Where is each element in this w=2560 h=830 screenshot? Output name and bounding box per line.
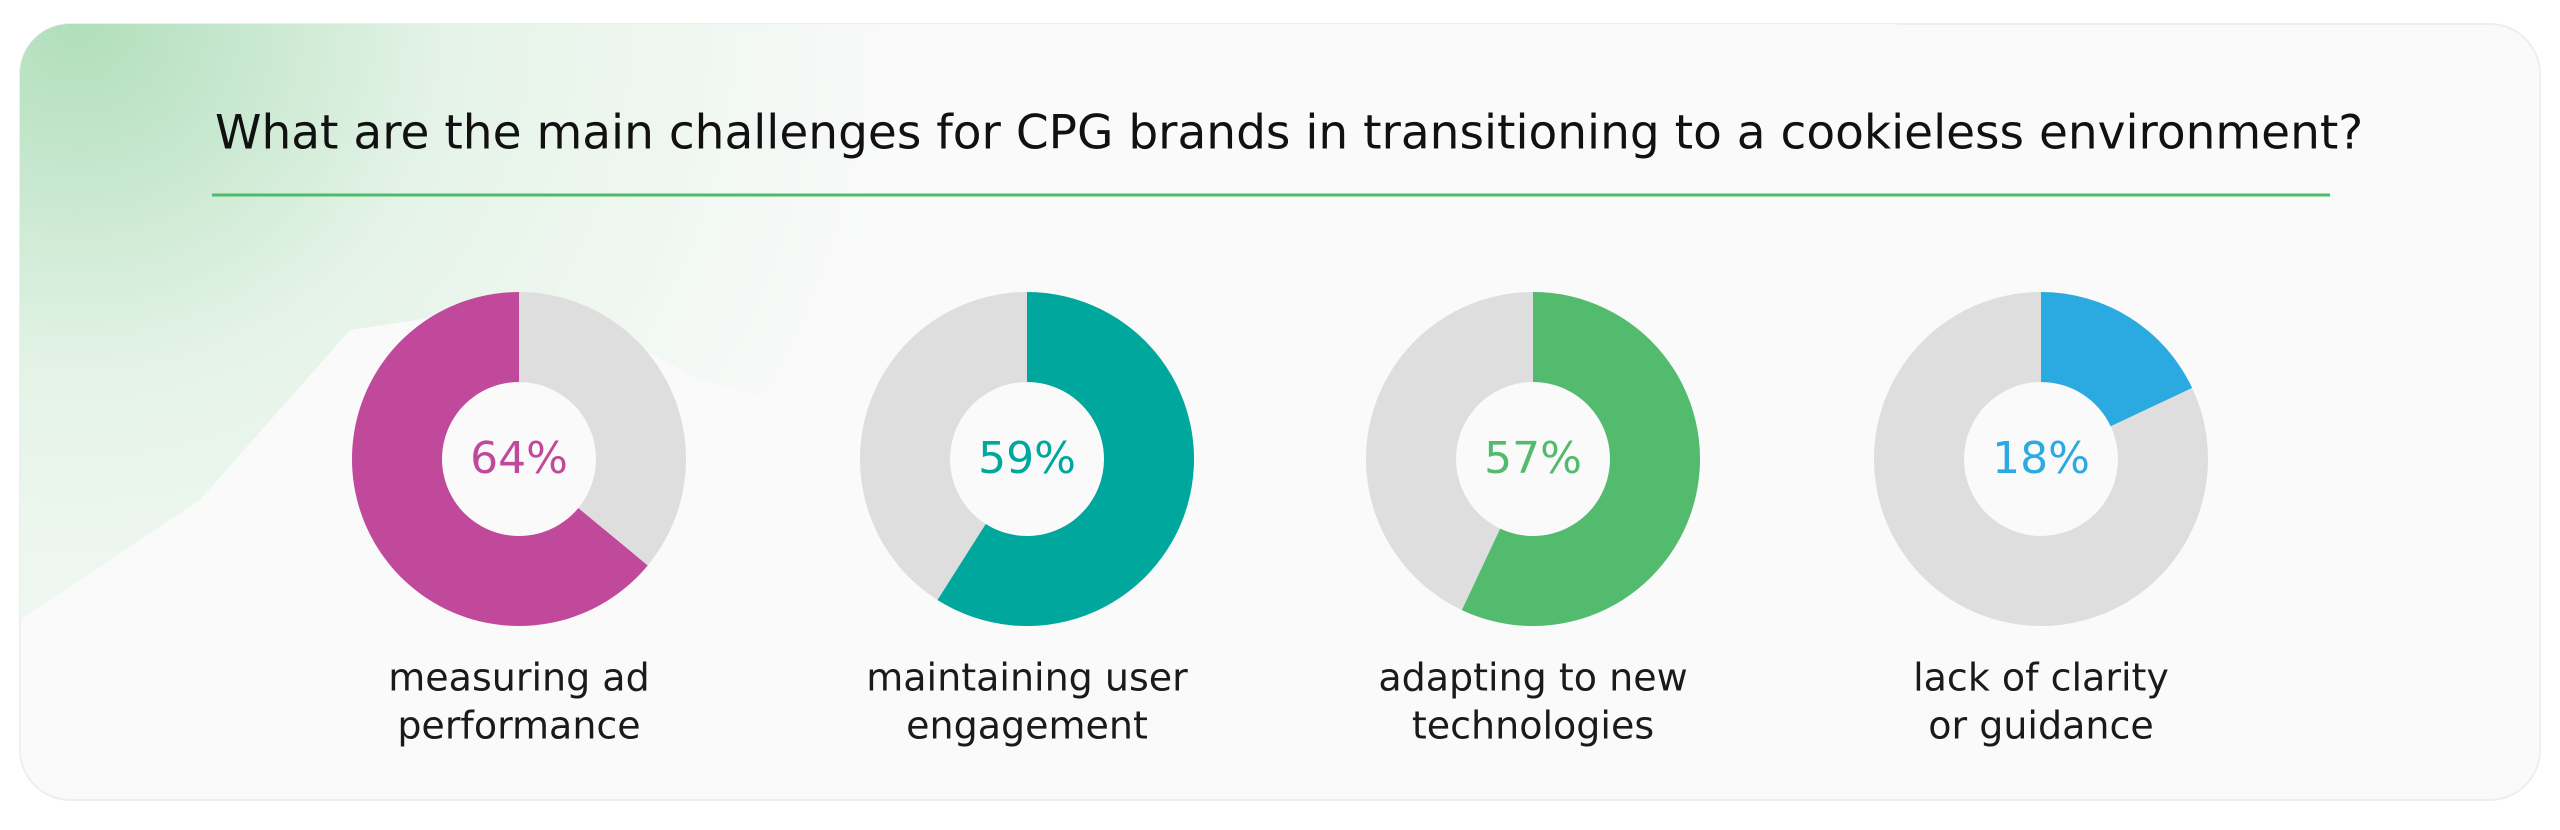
category-label: or guidance	[1928, 704, 2153, 748]
value-label: 64%	[470, 433, 568, 484]
category-label: adapting to new	[1378, 656, 1687, 700]
donut-segment	[2041, 292, 2193, 427]
donut-segment	[1461, 292, 1701, 626]
category-label: technologies	[1412, 704, 1654, 748]
donut-segment	[352, 292, 648, 627]
category-label: maintaining user	[866, 656, 1188, 700]
value-label: 57%	[1484, 433, 1582, 484]
donut-segment	[937, 292, 1195, 626]
value-label: 59%	[978, 433, 1076, 484]
category-label: engagement	[906, 704, 1148, 748]
category-label: performance	[397, 704, 640, 748]
category-label: measuring ad	[388, 656, 649, 700]
value-label: 18%	[1992, 433, 2090, 484]
title: What are the main challenges for CPG bra…	[215, 106, 2363, 161]
category-label: lack of clarity	[1913, 656, 2169, 700]
